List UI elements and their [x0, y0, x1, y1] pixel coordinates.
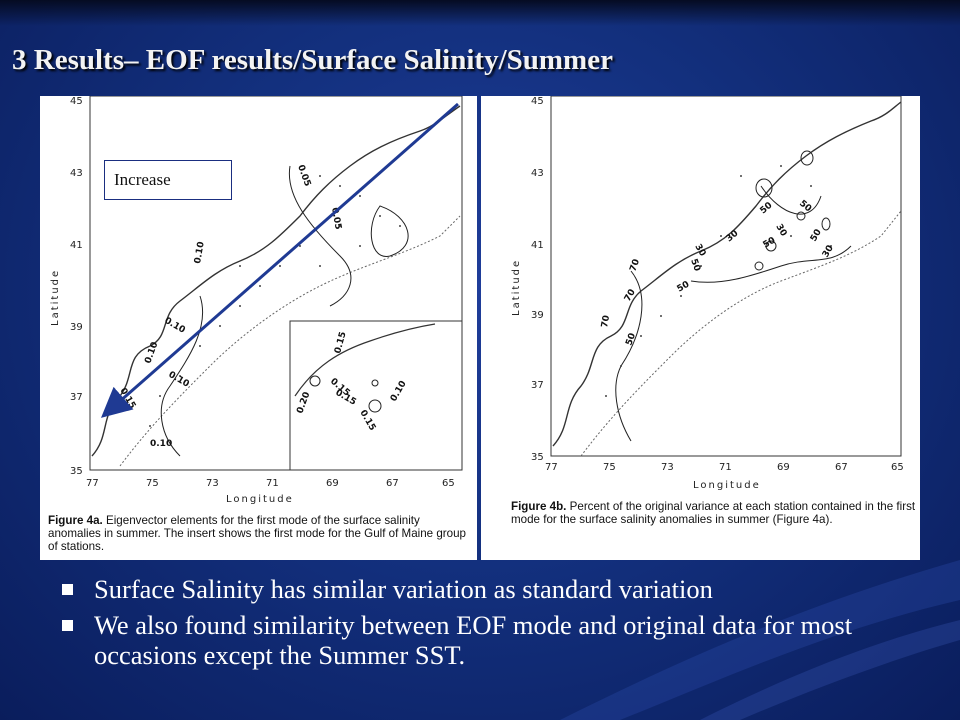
- bullet-list: Surface Salinity has similar variation a…: [62, 574, 942, 676]
- bullet-item: Surface Salinity has similar variation a…: [62, 574, 942, 604]
- contour-line: [760, 185, 822, 215]
- contour-circles: [754, 150, 831, 271]
- lat-tick: 37: [70, 392, 83, 403]
- lon-tick: 67: [835, 462, 848, 473]
- x-axis-label: Longitude: [693, 480, 761, 491]
- lon-tick: 67: [386, 478, 399, 489]
- top-band: [0, 0, 960, 26]
- y-axis-label: Latitude: [511, 259, 522, 316]
- station-dots: [149, 175, 401, 427]
- bullet-square-icon: [62, 620, 73, 631]
- figure-4a-caption: Figure 4a. Eigenvector elements for the …: [48, 514, 472, 553]
- lat-tick: 45: [70, 96, 83, 107]
- caption-label: Figure 4a.: [48, 514, 103, 527]
- lon-tick: 77: [86, 478, 99, 489]
- caption-text: Percent of the original variance at each…: [511, 500, 916, 526]
- contour-line: [370, 205, 409, 257]
- contour-line: [690, 245, 852, 283]
- lat-tick: 39: [70, 322, 83, 333]
- lat-tick: 45: [531, 96, 544, 107]
- lon-tick: 75: [146, 478, 159, 489]
- longitude-ticks: 77 75 73 71 69 67 65: [86, 478, 455, 489]
- longitude-ticks: 77 75 73 71 69 67 65: [545, 462, 904, 473]
- lat-tick: 41: [531, 240, 544, 251]
- x-axis-label: Longitude: [226, 494, 294, 505]
- lat-tick: 39: [531, 310, 544, 321]
- latitude-ticks: 45 43 41 39 37 35: [531, 96, 544, 463]
- contour-label: 0.10: [193, 241, 207, 265]
- station-dots: [605, 165, 832, 397]
- contour-line: [288, 165, 352, 307]
- lon-tick: 73: [661, 462, 674, 473]
- shelf-edge: [580, 210, 902, 457]
- lon-tick: 71: [719, 462, 732, 473]
- contour-label: 0.10: [150, 439, 172, 449]
- coastline: [552, 101, 902, 447]
- contour-label: 50: [624, 332, 638, 347]
- figure-4a-map: 45 43 41 39 37 35 77 75 73 71 69 67 65 L…: [50, 96, 463, 505]
- lat-tick: 37: [531, 380, 544, 391]
- contour-label: 50: [688, 258, 702, 273]
- caption-label: Figure 4b.: [511, 500, 567, 513]
- bullet-text: We also found similarity between EOF mod…: [94, 610, 853, 670]
- lat-tick: 43: [531, 168, 544, 179]
- figure-4b-caption: Figure 4b. Percent of the original varia…: [511, 500, 916, 526]
- lat-tick: 43: [70, 168, 83, 179]
- contour-line: [160, 295, 204, 457]
- caption-text: Eigenvector elements for the first mode …: [48, 514, 466, 553]
- lat-tick: 35: [531, 452, 544, 463]
- bullet-item: We also found similarity between EOF mod…: [62, 610, 942, 670]
- contour-label: 70: [628, 258, 642, 273]
- lon-tick: 65: [891, 462, 904, 473]
- lat-tick: 35: [70, 466, 83, 477]
- lat-tick: 41: [70, 240, 83, 251]
- bullet-text: Surface Salinity has similar variation a…: [94, 574, 713, 604]
- bullet-square-icon: [62, 584, 73, 595]
- slide-title: 3 Results– EOF results/Surface Salinity/…: [12, 44, 613, 76]
- y-axis-label: Latitude: [50, 269, 61, 326]
- lon-tick: 69: [326, 478, 339, 489]
- shelf-edge: [119, 215, 461, 467]
- figure-4a: 45 43 41 39 37 35 77 75 73 71 69 67 65 L…: [40, 96, 477, 560]
- contour-label: 70: [600, 314, 612, 328]
- lon-tick: 65: [442, 478, 455, 489]
- coastline: [91, 105, 461, 457]
- lon-tick: 69: [777, 462, 790, 473]
- latitude-ticks: 45 43 41 39 37 35: [70, 96, 83, 477]
- increase-callout: Increase: [104, 160, 232, 200]
- lon-tick: 73: [206, 478, 219, 489]
- gulf-of-maine-inset: 0.15 0.15 0.20 0.15 0.10 0.15: [289, 320, 463, 471]
- lon-tick: 77: [545, 462, 558, 473]
- lon-tick: 71: [266, 478, 279, 489]
- figure-4b-map: 45 43 41 39 37 35 77 75 73 71 69 67 65 L…: [511, 96, 904, 491]
- figure-4b: 45 43 41 39 37 35 77 75 73 71 69 67 65 L…: [481, 96, 920, 560]
- lon-tick: 75: [603, 462, 616, 473]
